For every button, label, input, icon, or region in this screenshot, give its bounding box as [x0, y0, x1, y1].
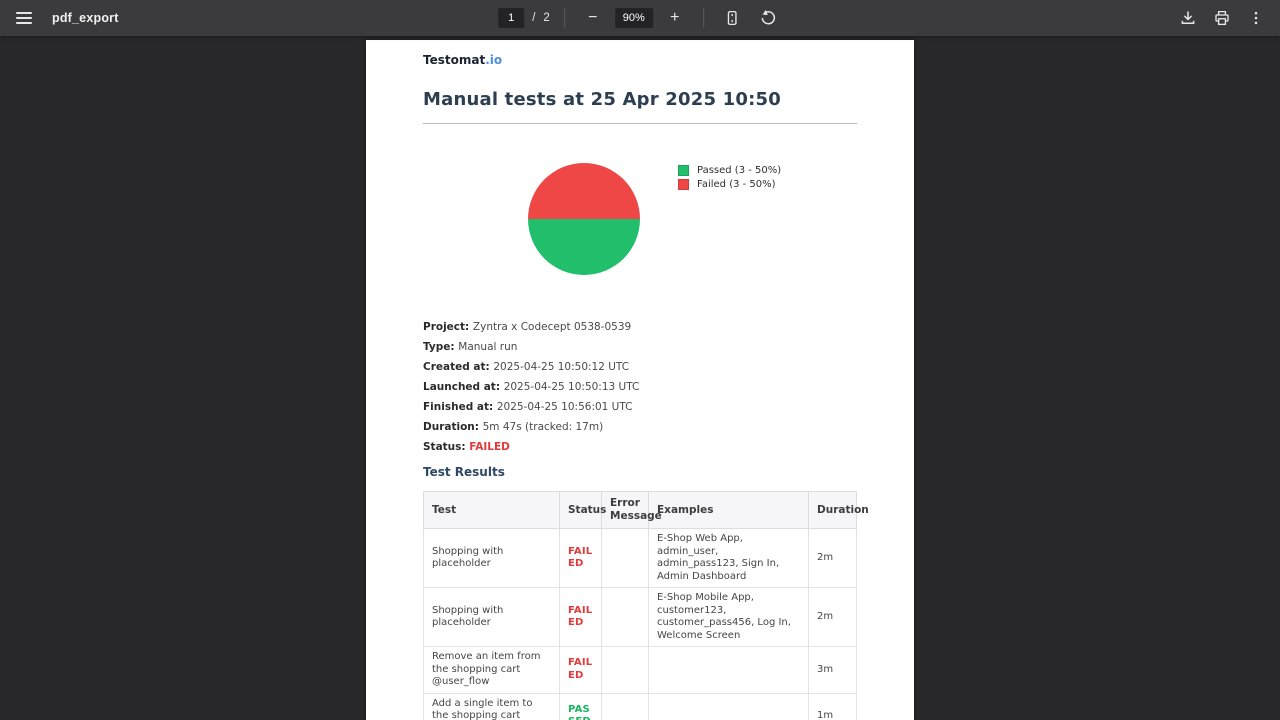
table-row: Remove an item from the shopping cart @u…	[423, 646, 857, 694]
column-header: Examples	[648, 491, 809, 529]
legend-swatch	[678, 179, 689, 190]
cell-examples	[648, 692, 809, 720]
cell-duration: 2m	[808, 528, 857, 588]
cell-error-message	[601, 528, 649, 588]
print-icon	[1215, 10, 1229, 26]
legend-item: Failed (3 - 50%)	[678, 179, 781, 190]
cell-test: Shopping with placeholder	[423, 587, 560, 647]
cell-status: PASSED	[559, 692, 602, 720]
cell-duration: 1m	[808, 692, 857, 720]
toolbar-separator	[563, 8, 565, 28]
rotate-counterclockwise-icon	[761, 9, 775, 25]
meta-line: Finished at: 2025-04-25 10:56:01 UTC	[423, 397, 857, 417]
meta-value: 2025-04-25 10:50:13 UTC	[503, 381, 640, 393]
page-divider: /	[532, 12, 536, 24]
results-table-header-row: Test Status Error Message Examples Duration	[423, 491, 869, 529]
cell-error-message	[601, 692, 649, 720]
meta-line: Created at: 2025-04-25 10:50:12 UTC	[423, 357, 857, 377]
meta-line: Launched at: 2025-04-25 10:50:13 UTC	[423, 377, 857, 397]
legend-label: Failed (3 - 50%)	[697, 179, 776, 190]
meta-label: Duration:	[423, 421, 483, 433]
document-filename: pdf_export	[52, 11, 119, 25]
report-title: Manual tests at 25 Apr 2025 10:50	[423, 89, 781, 110]
toolbar-separator	[702, 8, 704, 28]
meta-label: Created at:	[423, 361, 494, 373]
cell-duration: 3m	[808, 646, 857, 694]
download-icon	[1181, 11, 1195, 24]
meta-line: Type: Manual run	[423, 337, 857, 357]
column-header: Status	[559, 491, 606, 529]
meta-value: 5m 47s (tracked: 17m)	[482, 421, 604, 433]
pdf-viewport[interactable]: Testomat.io Manual tests at 25 Apr 2025 …	[0, 36, 1280, 720]
meta-line: Project: Zyntra x Codecept 0538-0539	[423, 317, 857, 337]
results-table: Test Status Error Message Examples Duration …	[423, 491, 869, 720]
cell-error-message	[601, 587, 649, 647]
legend-item: Passed (3 - 50%)	[678, 165, 781, 176]
download-button[interactable]	[1174, 4, 1202, 32]
legend-label: Passed (3 - 50%)	[697, 165, 782, 176]
meta-line: Duration: 5m 47s (tracked: 17m)	[423, 417, 857, 437]
cell-status: FAILED	[559, 528, 602, 588]
column-header: Test	[423, 491, 560, 529]
zoom-in-button[interactable]: +	[661, 4, 689, 32]
fit-to-page-button[interactable]	[718, 4, 746, 32]
testomat-logo: Testomat.io	[423, 53, 857, 67]
page-total: 2	[543, 12, 550, 24]
rotate-button[interactable]	[754, 4, 782, 32]
pdf-page: Testomat.io Manual tests at 25 Apr 2025 …	[366, 40, 914, 720]
logo-suffix: .io	[485, 53, 503, 67]
chart-legend: Passed (3 - 50%) Failed (3 - 50%)	[678, 165, 781, 193]
column-header: Duration	[808, 491, 869, 529]
page-number-input[interactable]	[498, 8, 525, 28]
meta-label: Finished at:	[423, 401, 497, 413]
meta-label: Launched at:	[423, 381, 504, 393]
pie-chart	[528, 163, 640, 275]
meta-value: 2025-04-25 10:50:12 UTC	[493, 361, 630, 373]
table-row: Add a single item to the shopping cart @…	[423, 692, 857, 720]
meta-label: Status:	[423, 441, 470, 453]
cell-error-message	[601, 646, 649, 694]
meta-value: 2025-04-25 10:56:01 UTC	[496, 401, 633, 413]
zoom-out-button[interactable]: −	[579, 4, 607, 32]
section-title: Test Results	[423, 465, 505, 479]
meta-line: Status: FAILED	[423, 437, 857, 457]
cell-status: FAILED	[559, 587, 602, 647]
results-table-body: Shopping with placeholder FAILED E-Shop We…	[423, 528, 857, 720]
table-row: Shopping with placeholder FAILED E-Shop Mo…	[423, 587, 857, 647]
meta-label: Type:	[423, 341, 459, 353]
report-meta: Project: Zyntra x Codecept 0538-0539 Type…	[423, 317, 857, 457]
pdf-toolbar: pdf_export / 2 − +	[0, 0, 1280, 36]
meta-value: Manual run	[458, 341, 518, 353]
column-header: Error Message	[601, 491, 662, 529]
cell-duration: 2m	[808, 587, 857, 647]
legend-swatch	[678, 165, 689, 176]
cell-test: Remove an item from the shopping cart @u…	[423, 646, 560, 694]
cell-examples	[648, 646, 809, 694]
table-row: Shopping with placeholder FAILED E-Shop We…	[423, 528, 857, 588]
zoom-level-input[interactable]	[614, 8, 653, 28]
fit-to-page-icon	[727, 10, 737, 26]
kebab-menu-icon	[1254, 11, 1258, 25]
meta-value: FAILED	[469, 441, 510, 453]
meta-label: Project:	[423, 321, 473, 333]
cell-examples: E-Shop Web App, admin_user, admin_pass12…	[648, 528, 809, 588]
print-button[interactable]	[1208, 4, 1236, 32]
hamburger-icon	[16, 12, 32, 24]
menu-button[interactable]	[10, 4, 38, 32]
more-options-button[interactable]	[1242, 4, 1270, 32]
cell-examples: E-Shop Mobile App, customer123, customer…	[648, 587, 809, 647]
logo-primary: Testomat	[423, 53, 486, 67]
title-divider	[423, 123, 857, 124]
results-chart: Passed (3 - 50%) Failed (3 - 50%)	[528, 163, 857, 275]
cell-status: FAILED	[559, 646, 602, 694]
cell-test: Add a single item to the shopping cart @…	[423, 692, 560, 720]
cell-test: Shopping with placeholder	[423, 528, 560, 588]
meta-value: Zyntra x Codecept 0538-0539	[472, 321, 632, 333]
